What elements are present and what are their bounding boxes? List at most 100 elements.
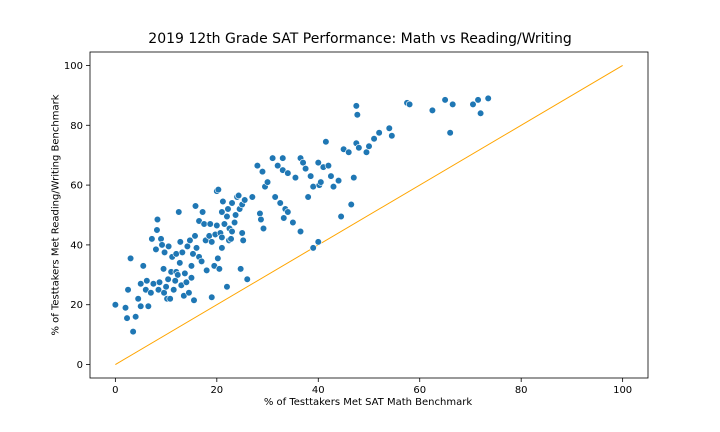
data-point bbox=[182, 278, 190, 286]
y-tick-label: 80 bbox=[70, 121, 83, 132]
data-point bbox=[143, 277, 151, 285]
data-point bbox=[175, 208, 183, 216]
data-point bbox=[199, 208, 207, 216]
data-point bbox=[218, 233, 226, 242]
data-point bbox=[190, 296, 198, 304]
data-point bbox=[137, 302, 145, 310]
data-point bbox=[309, 244, 317, 252]
x-tick-label: 40 bbox=[312, 385, 325, 396]
data-point bbox=[176, 259, 184, 267]
data-point bbox=[165, 242, 173, 251]
data-point bbox=[274, 162, 282, 170]
data-point bbox=[257, 215, 265, 224]
data-point bbox=[284, 208, 292, 216]
data-point bbox=[134, 295, 142, 303]
data-point bbox=[153, 226, 161, 234]
data-point bbox=[385, 124, 393, 132]
data-point bbox=[276, 199, 284, 207]
data-point bbox=[159, 265, 168, 273]
data-point bbox=[220, 220, 229, 228]
data-point bbox=[271, 193, 279, 201]
data-point bbox=[241, 196, 249, 204]
data-point bbox=[355, 144, 363, 152]
data-point bbox=[227, 235, 235, 243]
data-point bbox=[289, 218, 297, 227]
data-point bbox=[352, 102, 360, 110]
data-point bbox=[228, 199, 236, 207]
data-point bbox=[304, 193, 312, 201]
data-point bbox=[160, 248, 169, 256]
data-point bbox=[206, 220, 214, 228]
data-point bbox=[176, 238, 184, 246]
data-point bbox=[375, 129, 383, 137]
data-point bbox=[345, 148, 353, 156]
data-point bbox=[191, 202, 200, 210]
data-point bbox=[139, 262, 147, 270]
data-point bbox=[129, 328, 137, 336]
data-point bbox=[171, 277, 179, 285]
data-point bbox=[322, 138, 330, 146]
data-point bbox=[208, 293, 216, 301]
data-point bbox=[158, 241, 166, 249]
data-point bbox=[172, 250, 180, 258]
data-point bbox=[228, 227, 236, 236]
data-point bbox=[253, 162, 261, 170]
data-point bbox=[259, 224, 268, 233]
data-point bbox=[370, 135, 378, 143]
data-point bbox=[248, 193, 256, 201]
data-point bbox=[183, 242, 191, 251]
data-point bbox=[174, 271, 182, 279]
x-tick-label: 100 bbox=[613, 385, 632, 396]
y-axis-label: % of Testtakers Met Reading/Writing Benc… bbox=[50, 94, 62, 336]
data-point bbox=[350, 174, 358, 182]
data-point bbox=[469, 100, 477, 108]
data-point bbox=[186, 236, 194, 245]
data-point bbox=[314, 238, 322, 246]
y-tick-label: 20 bbox=[70, 300, 83, 311]
data-point bbox=[238, 229, 246, 237]
reference-line bbox=[115, 65, 623, 365]
data-point bbox=[126, 254, 135, 262]
data-point bbox=[208, 238, 216, 246]
data-point bbox=[223, 212, 231, 221]
data-point bbox=[280, 214, 288, 222]
data-point bbox=[181, 269, 189, 277]
data-point bbox=[446, 129, 454, 137]
y-tick-label: 40 bbox=[70, 240, 83, 251]
data-point bbox=[235, 191, 243, 200]
data-point bbox=[362, 148, 371, 156]
data-point bbox=[144, 302, 152, 310]
data-point bbox=[258, 168, 267, 176]
data-point bbox=[178, 248, 186, 256]
data-point bbox=[185, 289, 193, 297]
data-point bbox=[147, 289, 155, 297]
data-point bbox=[162, 283, 170, 291]
data-points bbox=[111, 94, 492, 336]
data-point bbox=[223, 283, 231, 291]
data-point bbox=[123, 314, 131, 322]
x-tick-label: 0 bbox=[112, 385, 118, 396]
data-point bbox=[309, 182, 317, 191]
data-point bbox=[160, 289, 168, 297]
data-point bbox=[192, 244, 201, 252]
data-point bbox=[137, 280, 145, 288]
data-point bbox=[329, 182, 338, 191]
data-point bbox=[187, 262, 196, 270]
data-point bbox=[224, 205, 232, 213]
data-point bbox=[428, 106, 437, 114]
data-point bbox=[189, 250, 197, 258]
data-point bbox=[170, 286, 178, 294]
data-point bbox=[219, 197, 227, 206]
data-point bbox=[214, 254, 222, 262]
data-point bbox=[474, 96, 482, 104]
y-tick-label: 0 bbox=[77, 360, 83, 371]
data-point bbox=[218, 244, 226, 252]
data-point bbox=[149, 280, 158, 288]
data-point bbox=[203, 266, 211, 274]
data-point bbox=[218, 208, 226, 216]
data-point bbox=[484, 94, 492, 102]
data-point bbox=[155, 278, 164, 286]
x-tick-label: 20 bbox=[210, 385, 223, 396]
data-point bbox=[198, 257, 206, 265]
data-point bbox=[132, 313, 140, 321]
